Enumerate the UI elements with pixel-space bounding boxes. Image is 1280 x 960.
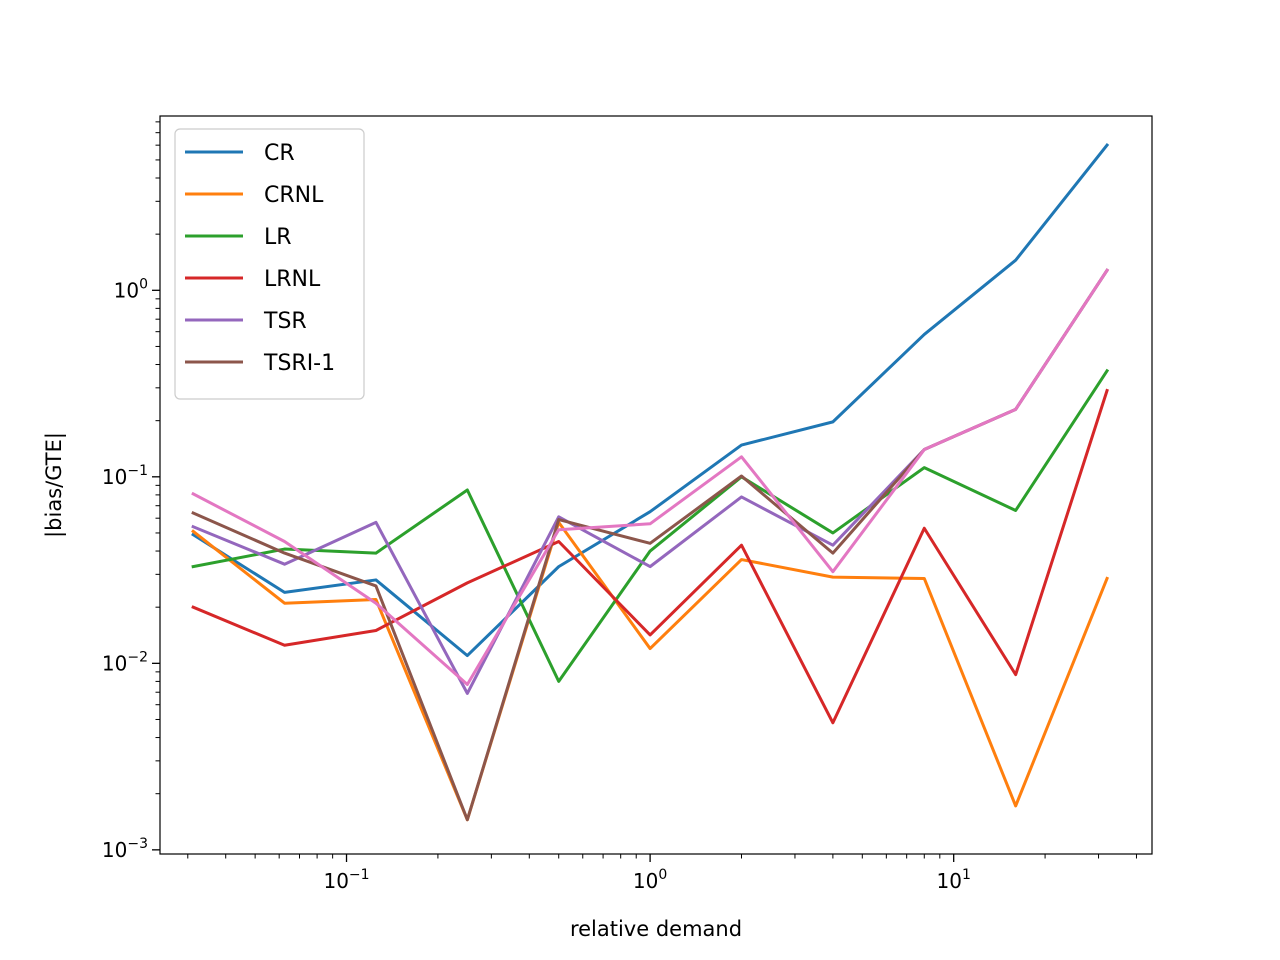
legend-label-tsri-1: TSRI-1 bbox=[263, 351, 335, 376]
y-tick-label: 10−1 bbox=[102, 463, 148, 489]
plot-lines bbox=[191, 143, 1110, 822]
x-tick-label: 101 bbox=[937, 867, 971, 893]
y-tick-label: 10−3 bbox=[102, 836, 148, 862]
series-line-crnl bbox=[191, 520, 1110, 822]
x-major-ticks: 10−1 100 101 bbox=[323, 854, 971, 893]
x-axis-label: relative demand bbox=[570, 917, 742, 941]
series-line-lrnl bbox=[191, 388, 1109, 725]
plot-frame bbox=[159, 115, 1153, 855]
legend-label-lr: LR bbox=[264, 225, 292, 250]
legend-label-crnl: CRNL bbox=[264, 183, 324, 208]
legend-label-lrnl: LRNL bbox=[264, 267, 321, 292]
legend-label-tsr: TSR bbox=[263, 309, 307, 334]
series-line-unlabeled-6 bbox=[191, 268, 1110, 686]
x-minor-ticks bbox=[187, 854, 1137, 859]
x-tick-label: 100 bbox=[633, 867, 667, 893]
y-major-ticks: 10−3 10−2 10−1 100 bbox=[102, 276, 160, 862]
legend-label-cr: CR bbox=[264, 141, 295, 166]
y-axis-label: |bias/GTE| bbox=[42, 432, 67, 538]
y-minor-ticks bbox=[155, 121, 160, 795]
legend-box bbox=[174, 128, 365, 400]
x-tick-label: 10−1 bbox=[323, 867, 369, 893]
y-tick-label: 100 bbox=[114, 276, 148, 302]
series-line-lr bbox=[191, 368, 1110, 683]
y-tick-label: 10−2 bbox=[102, 649, 148, 675]
legend: CR CRNL LR LRNL TSR TSRI-1 bbox=[174, 128, 365, 400]
